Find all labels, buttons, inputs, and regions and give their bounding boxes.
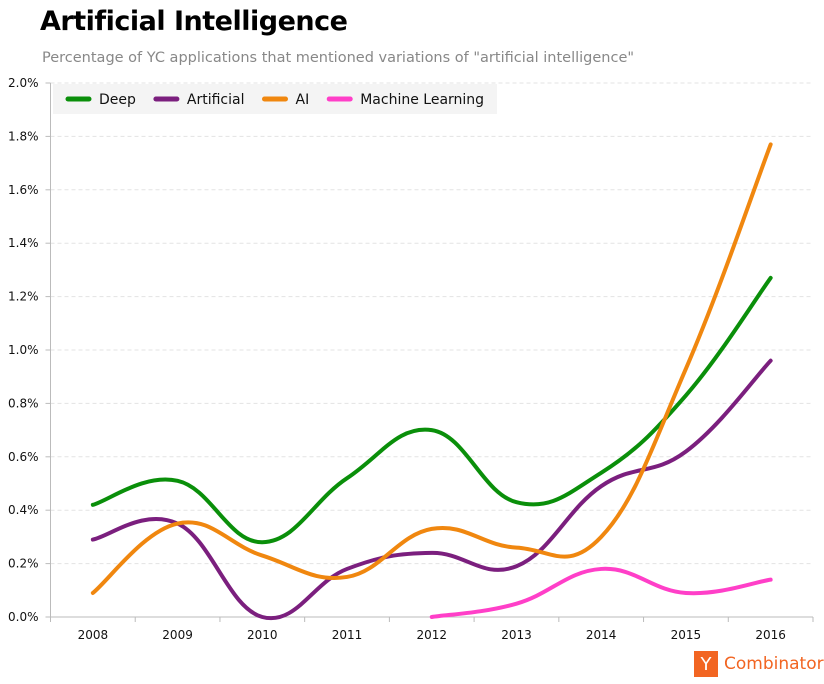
x-tick-label: 2009: [162, 628, 193, 642]
x-tick-label: 2011: [332, 628, 363, 642]
y-tick-label: 1.0%: [8, 343, 39, 357]
y-tick-label: 1.4%: [8, 236, 39, 250]
yc-logo-mark: Y: [694, 651, 718, 677]
series-line-machine-learning: [429, 566, 773, 619]
yc-logo: Y Combinator: [694, 651, 824, 677]
series-line-deep: [90, 275, 773, 545]
chart-subtitle: Percentage of YC applications that menti…: [42, 50, 635, 66]
y-tick-label: 0.4%: [8, 503, 39, 517]
y-tick-label: 0.8%: [8, 396, 39, 410]
y-tick-label: 1.8%: [8, 129, 39, 143]
legend-label: AI: [296, 92, 310, 108]
x-tick-label: 2014: [586, 628, 617, 642]
y-tick-label: 0.2%: [8, 557, 39, 571]
x-tick-label: 2015: [671, 628, 702, 642]
y-tick-label: 0.0%: [8, 610, 39, 624]
x-tick-label: 2016: [755, 628, 786, 642]
x-tick-label: 2012: [416, 628, 447, 642]
y-tick-label: 1.6%: [8, 183, 39, 197]
yc-logo-text: Combinator: [724, 654, 824, 674]
series-line-artificial: [90, 358, 773, 621]
y-tick-label: 2.0%: [8, 76, 39, 90]
x-tick-label: 2008: [78, 628, 109, 642]
y-tick-label: 0.6%: [8, 450, 39, 464]
y-tick-label: 1.2%: [8, 290, 39, 304]
legend-label: Machine Learning: [360, 92, 484, 108]
series-line-ai: [90, 142, 773, 595]
legend-label: Deep: [99, 92, 136, 108]
x-tick-label: 2013: [501, 628, 532, 642]
chart-title: Artificial Intelligence: [40, 6, 348, 37]
legend-label: Artificial: [187, 92, 245, 108]
x-tick-label: 2010: [247, 628, 278, 642]
